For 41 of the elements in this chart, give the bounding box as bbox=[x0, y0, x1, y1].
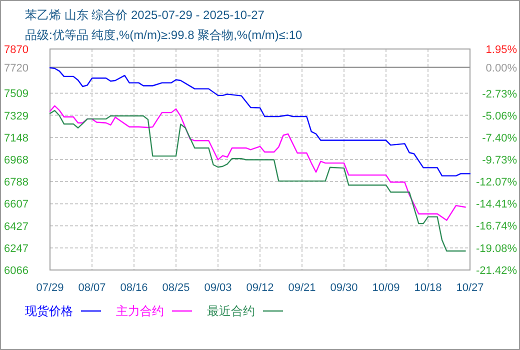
y2-tick-label: -14.41% bbox=[476, 198, 518, 211]
line-series bbox=[49, 67, 471, 176]
x-tick-label: 08/07 bbox=[78, 282, 106, 294]
y-tick-label: 7509 bbox=[4, 88, 28, 100]
y2-tick-label: -7.40% bbox=[482, 132, 518, 144]
x-tick-label: 09/03 bbox=[204, 282, 232, 294]
y-tick-label: 7329 bbox=[4, 110, 28, 122]
y-tick-label: 6788 bbox=[4, 176, 28, 189]
legend-label: 现货价格 bbox=[25, 304, 73, 318]
x-tick-label: 09/30 bbox=[330, 282, 358, 294]
y-tick-label: 7720 bbox=[4, 62, 28, 74]
line-series bbox=[49, 105, 466, 221]
y2-tick-label: -12.07% bbox=[476, 176, 518, 189]
legend-label: 最近合约 bbox=[207, 304, 255, 318]
x-tick-label: 10/27 bbox=[456, 282, 484, 294]
y2-tick-label: -19.08% bbox=[476, 242, 518, 255]
y2-tick-label: 1.95% bbox=[486, 44, 518, 56]
x-tick-label: 07/29 bbox=[36, 282, 64, 294]
y2-tick-label: -16.74% bbox=[476, 220, 518, 233]
y-tick-label: 6968 bbox=[4, 154, 28, 166]
x-tick-label: 08/25 bbox=[162, 282, 190, 294]
chart-subtitle: 品级:优等品 纯度,%(m/m)≥:99.8 聚合物,%(m/m)≤:10 bbox=[25, 28, 303, 42]
y-tick-label: 7148 bbox=[4, 132, 28, 144]
y2-tick-label: -21.42% bbox=[476, 265, 518, 277]
x-tick-label: 08/16 bbox=[120, 282, 148, 294]
x-tick-label: 10/18 bbox=[414, 282, 442, 294]
y2-tick-label: -2.73% bbox=[482, 88, 518, 100]
y-tick-label: 6427 bbox=[4, 220, 28, 233]
y-tick-label: 6247 bbox=[4, 242, 28, 255]
chart-title: 苯乙烯 山东 综合价 2025-07-29 - 2025-10-27 bbox=[25, 8, 265, 22]
line-series bbox=[49, 110, 466, 252]
x-tick-label: 10/09 bbox=[372, 282, 400, 294]
legend-label: 主力合约 bbox=[116, 304, 164, 318]
y-tick-label: 7870 bbox=[4, 44, 28, 56]
y-tick-label: 6607 bbox=[4, 198, 28, 211]
y2-tick-label: 0.00% bbox=[486, 62, 518, 74]
x-tick-label: 09/12 bbox=[246, 282, 274, 294]
y2-tick-label: -9.73% bbox=[482, 154, 518, 166]
y2-tick-label: -5.06% bbox=[482, 110, 518, 122]
y-tick-label: 6066 bbox=[4, 265, 28, 277]
x-tick-label: 09/21 bbox=[288, 282, 316, 294]
